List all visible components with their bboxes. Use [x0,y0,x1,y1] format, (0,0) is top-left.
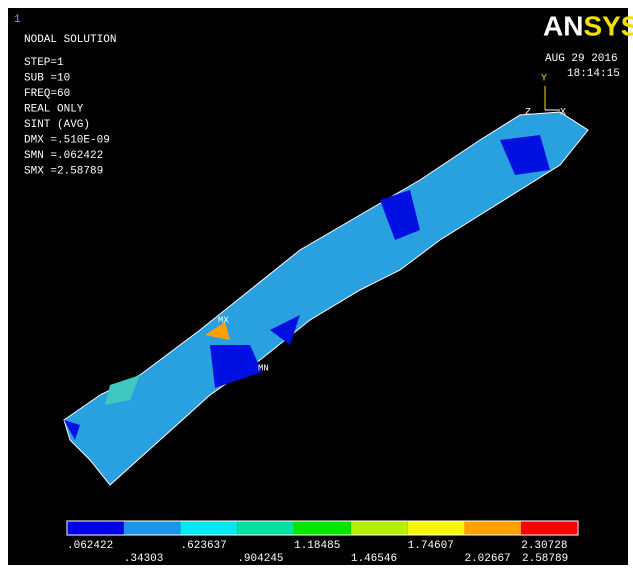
legend-label: 2.02667 [464,553,510,565]
info-line: REAL ONLY [24,103,84,115]
legend-label: 1.46546 [351,553,397,565]
legend-swatch [521,521,578,535]
ansys-window: 1 NODAL SOLUTION STEP=1 SUB =10 FREQ=60 REAL… [0,0,633,572]
time: 18:14:15 [567,68,620,80]
legend-swatch [464,521,521,535]
legend-label: .623637 [181,540,227,552]
info-line: FREQ=60 [24,88,70,100]
legend-label: 2.58789 [522,553,568,565]
legend-swatch [67,521,124,535]
triad-x: X [560,108,566,119]
legend-label: 2.30728 [521,540,567,552]
date: AUG 29 2016 [545,53,618,65]
legend-swatch [408,521,465,535]
triad-y: Y [541,74,547,85]
triad-z: Z [525,108,531,119]
logo: ANSYS [543,10,633,41]
info-line: SMN =.062422 [24,150,103,162]
info-line: DMX =.510E-09 [24,134,110,146]
min-marker: MN [258,363,269,373]
legend-swatch [124,521,181,535]
legend-swatch [294,521,351,535]
legend-label: .062422 [67,540,113,552]
legend-swatch [237,521,294,535]
info-line: SMX =2.58789 [24,165,103,177]
legend-label: .34303 [124,553,164,565]
legend-label: 1.18485 [294,540,340,552]
legend-label: 1.74607 [408,540,454,552]
legend-swatch [351,521,408,535]
legend-label: .904245 [237,553,283,565]
max-marker: MX [218,315,229,325]
info-line: STEP=1 [24,57,64,69]
info-line: SINT (AVG) [24,119,90,131]
window-number: 1 [14,14,21,26]
info-line: SUB =10 [24,72,70,84]
legend-swatch [181,521,238,535]
info-line: NODAL SOLUTION [24,34,116,46]
